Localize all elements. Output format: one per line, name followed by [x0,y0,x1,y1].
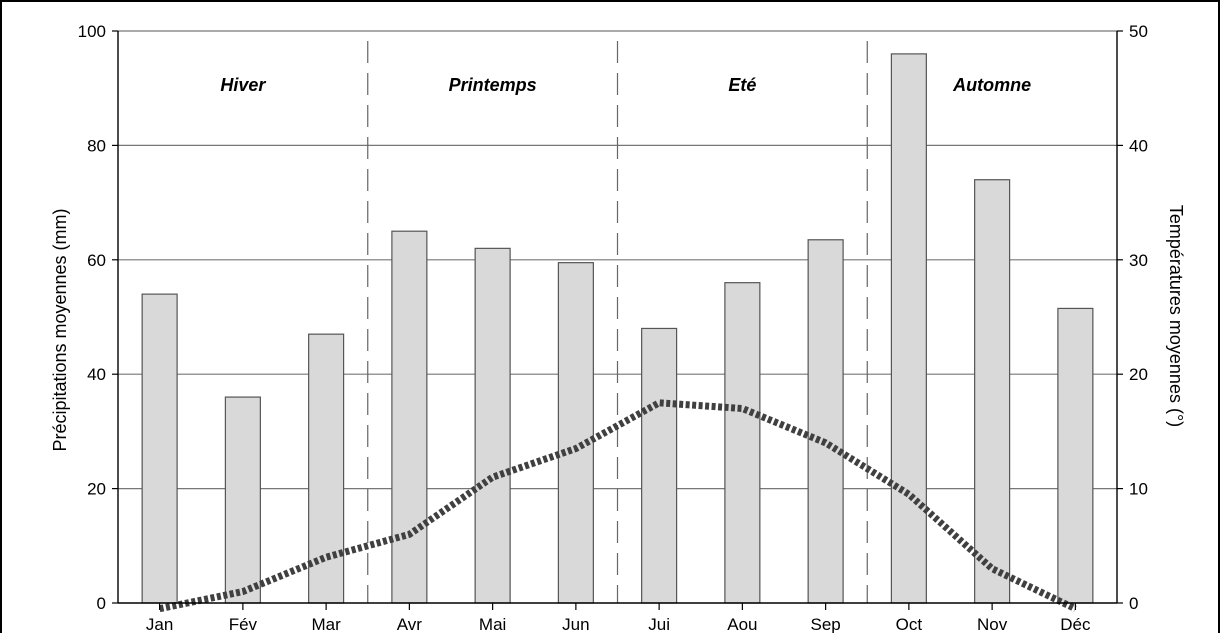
right-tick-label: 0 [1129,594,1138,613]
right-tick-label: 20 [1129,365,1148,384]
x-tick-label: Aou [727,615,757,633]
x-tick-label: Fév [229,615,258,633]
temperature-line [158,399,1077,613]
x-tick-label: Sep [811,615,841,633]
x-tick-label: Avr [397,615,423,633]
bar [807,239,844,604]
bar [474,247,511,604]
x-tick-label: Oct [896,615,923,633]
left-tick-label: 60 [87,251,106,270]
temperature-series [158,399,1077,613]
x-tick-label: Jun [562,615,589,633]
axes [112,30,1123,610]
bar [557,262,594,604]
right-tick-label: 30 [1129,251,1148,270]
bars [141,53,1094,604]
season-label: Printemps [449,75,537,95]
grid-lines [118,30,1117,490]
right-tick-label: 50 [1129,22,1148,41]
left-axis-title: Précipitations moyennes (mm) [50,208,70,451]
bar [724,282,761,604]
x-tick-label: Jui [648,615,670,633]
season-label: Automne [952,75,1031,95]
right-tick-label: 40 [1129,136,1148,155]
x-tick-label: Déc [1060,615,1091,633]
x-tick-label: Mai [479,615,506,633]
season-label: Eté [728,75,756,95]
season-label: Hiver [220,75,266,95]
bar [308,333,345,604]
right-axis-title: Températures moyennes (°) [1166,205,1186,427]
bar [890,53,927,604]
right-tick-label: 10 [1129,480,1148,499]
x-tick-label: Jan [146,615,173,633]
x-tick-label: Nov [977,615,1008,633]
left-tick-label: 40 [87,365,106,384]
bar [974,179,1011,604]
x-tick-label: Mar [311,615,341,633]
labels: 0 20 40 60 80 100 0 10 20 30 40 50 Hiver Printemps Eté… [78,22,1148,633]
bar [641,327,678,604]
bar [1057,307,1094,604]
season-dividers [367,41,868,603]
left-tick-label: 0 [97,594,106,613]
bar [391,230,428,604]
left-tick-label: 100 [78,22,106,41]
bar [141,293,178,604]
bar [224,396,261,604]
left-tick-label: 80 [87,136,106,155]
left-tick-label: 20 [87,480,106,499]
